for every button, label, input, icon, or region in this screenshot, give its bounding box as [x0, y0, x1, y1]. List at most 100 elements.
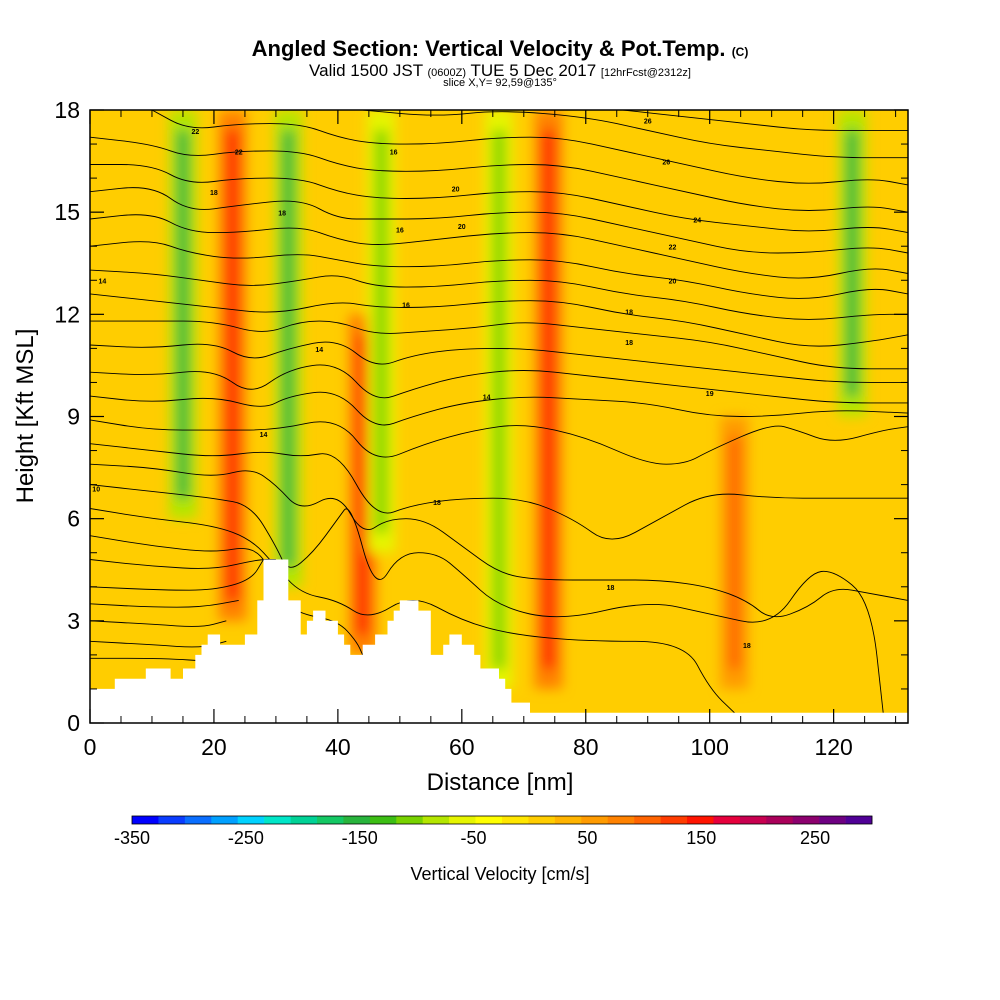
colorbar-swatch — [554, 816, 582, 824]
contour-label-9: 16 — [396, 228, 404, 235]
contour-label-12: 20 — [452, 187, 460, 194]
y-tick-label: 15 — [54, 199, 80, 225]
theta-contour-9 — [90, 463, 908, 618]
terrain-mask — [90, 559, 908, 723]
chart-title: Angled Section: Vertical Velocity & Pot.… — [251, 36, 749, 61]
velocity-core-5 — [493, 130, 505, 669]
velocity-core-6 — [542, 130, 555, 669]
theta-contour-24 — [362, 110, 908, 159]
colorbar-swatch — [237, 816, 265, 824]
colorbar-tick-label: -350 — [114, 828, 150, 848]
theta-contour-12 — [90, 391, 908, 426]
colorbar-swatch — [766, 816, 794, 824]
theta-contour-7 — [90, 508, 735, 714]
velocity-core-1 — [226, 130, 239, 601]
colorbar-swatch — [184, 816, 212, 824]
theta-contour-21 — [90, 164, 908, 234]
velocity-core-7 — [728, 436, 741, 669]
colorbar-swatch — [845, 816, 873, 824]
colorbar-swatch — [660, 816, 688, 824]
contour-label-16: 18 — [625, 340, 633, 347]
contour-label-24: 18 — [743, 643, 751, 650]
colorbar-tick-label: -150 — [342, 828, 378, 848]
y-tick-label: 12 — [54, 301, 80, 327]
colorbar-swatch — [819, 816, 846, 824]
velocity-field — [90, 110, 908, 723]
colorbar-tick-label: 250 — [800, 828, 830, 848]
contour-label-7: 10 — [92, 486, 100, 493]
theta-contour-5 — [90, 559, 276, 569]
theta-contour-8 — [90, 484, 884, 713]
colorbar-swatch — [607, 816, 635, 824]
colorbar-label: Vertical Velocity [cm/s] — [410, 864, 589, 884]
contour-label-8: 16 — [402, 303, 410, 310]
velocity-columns — [168, 110, 867, 689]
x-tick-label: 120 — [814, 734, 852, 760]
contour-label-1: 22 — [235, 149, 243, 156]
colorbar-swatch — [713, 816, 741, 824]
contour-label-18: 19 — [706, 391, 714, 398]
colorbar-tick-label: -250 — [228, 828, 264, 848]
contour-labels: 22 22 18 18 14 14 14 10 16 16 16 18 20 20 14 18 18 18 19 26… — [92, 119, 751, 650]
velocity-core-0 — [176, 130, 189, 499]
colorbar-frame — [131, 815, 873, 825]
theta-contour-13 — [90, 364, 908, 404]
y-axis-label: Height [Kft MSL] — [12, 329, 39, 504]
colorbar-tick-label: 50 — [577, 828, 597, 848]
contour-label-3: 18 — [278, 211, 286, 218]
x-tick-label: 20 — [201, 734, 227, 760]
contour-label-21: 24 — [693, 217, 701, 224]
terrain — [90, 559, 908, 723]
contour-label-6: 14 — [260, 432, 268, 439]
theta-contour-4 — [90, 559, 264, 591]
theta-contour-14 — [90, 341, 908, 383]
x-axis-label: Distance [nm] — [427, 769, 574, 796]
colorbar-tick-label: -50 — [461, 828, 487, 848]
velocity-core-4 — [375, 130, 388, 533]
theta-contour-23 — [151, 110, 908, 186]
x-tick-label: 0 — [84, 734, 97, 760]
contour-label-0: 22 — [191, 129, 199, 136]
slice-info: slice X,Y= 92,59@135° — [443, 77, 557, 89]
colorbar-swatch — [264, 816, 291, 824]
colorbar-swatch — [132, 816, 159, 824]
contour-label-5: 14 — [315, 347, 323, 354]
chart-subtitle: Valid 1500 JST (0600Z) TUE 5 Dec 2017 [1… — [309, 61, 691, 80]
colorbar-swatch — [211, 816, 239, 824]
theta-contour-15 — [90, 320, 908, 370]
contour-label-13: 20 — [458, 224, 466, 231]
colorbar-swatch — [290, 816, 318, 824]
contour-label-4: 14 — [98, 279, 106, 286]
velocity-core-8 — [846, 130, 859, 397]
colorbar-swatch — [475, 816, 503, 824]
colorbar-swatch — [739, 816, 767, 824]
theta-contour-11 — [90, 419, 908, 465]
colorbar-swatch — [634, 816, 661, 824]
x-tick-label: 40 — [325, 734, 351, 760]
x-tick-label: 100 — [691, 734, 729, 760]
theta-contour-25 — [622, 110, 908, 131]
colorbar-swatch — [449, 816, 476, 824]
velocity-core-3 — [356, 334, 369, 635]
colorbar-swatch — [687, 816, 714, 824]
x-tick-label: 60 — [449, 734, 475, 760]
contour-label-23: 20 — [669, 279, 677, 286]
y-tick-label: 3 — [67, 608, 80, 634]
colorbar-swatch — [528, 816, 556, 824]
colorbar-swatch — [502, 816, 529, 824]
colorbar-swatch — [158, 816, 186, 824]
theta-contour-18 — [90, 241, 908, 299]
theta-contour-20 — [90, 187, 908, 254]
velocity-core-2 — [282, 130, 295, 567]
theta-contour-16 — [90, 293, 908, 347]
theta-contour-10 — [90, 443, 908, 540]
axes: 0 20 40 60 80 100 120 0 3 6 9 12 15 18 — [54, 97, 908, 760]
colorbar-swatch — [422, 816, 450, 824]
colorbar-tick-label: 150 — [686, 828, 716, 848]
contour-label-2: 18 — [210, 190, 218, 197]
theta-contour-19 — [90, 214, 908, 279]
contour-label-10: 16 — [390, 149, 398, 156]
colorbar-swatch — [581, 816, 609, 824]
